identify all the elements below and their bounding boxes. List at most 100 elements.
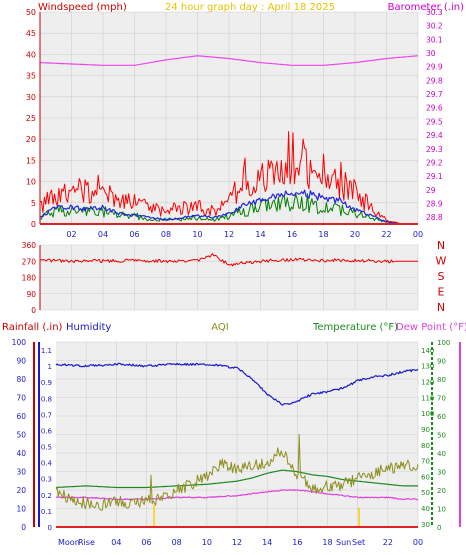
rainfall-y-tick-label: 0.5 bbox=[41, 444, 52, 452]
barometer-y-tick-label: 29.4 bbox=[426, 131, 443, 140]
dewpoint-y-tick-label: 60 bbox=[437, 413, 446, 421]
barometer-y-tick-label: 29.9 bbox=[426, 63, 443, 72]
rise-label: Rise bbox=[78, 538, 95, 547]
wind-y-tick-label: 10 bbox=[26, 178, 36, 187]
moon-label: Moon bbox=[58, 538, 80, 547]
humidity-y-tick-label: 40 bbox=[16, 449, 26, 458]
rainfall-y-tick-label: 1 bbox=[48, 363, 52, 371]
humidity-y-ticks: 0 10 20 30 40 50 60 70 80 90 100 bbox=[12, 338, 27, 532]
humidity-y-tick-label: 80 bbox=[16, 375, 26, 384]
humidity-axis-title: Humidity bbox=[66, 322, 111, 333]
direction-degree-label: 90 bbox=[26, 290, 36, 299]
rain-x-tick-label: 22 bbox=[383, 538, 393, 547]
compass-direction-label: N bbox=[437, 239, 445, 252]
dewpoint-y-tick-label: 70 bbox=[437, 395, 446, 403]
dewpoint-y-tick-label: 30 bbox=[437, 469, 446, 477]
dewpoint-y-tick-label: 80 bbox=[437, 376, 446, 384]
dewpoint-axis-title: Dew Point (°F) bbox=[396, 322, 466, 333]
wind-x-tick-label: 18 bbox=[318, 230, 328, 239]
barometer-y-tick-label: 28.8 bbox=[426, 213, 443, 222]
rain-x-tick-label: 10 bbox=[202, 538, 212, 547]
wind-baro-series bbox=[39, 55, 419, 225]
wind-y-tick-label: 0 bbox=[31, 220, 36, 229]
compass-direction-label: W bbox=[436, 255, 447, 268]
rain-x-tick-label: 04 bbox=[111, 538, 121, 547]
temperature-y-tick-label: 60 bbox=[421, 473, 430, 481]
rain-humidity-temp-grid bbox=[56, 341, 419, 528]
aqi-series-line bbox=[55, 434, 419, 511]
rainfall-y-tick-label: 0 bbox=[48, 524, 52, 532]
humidity-y-tick-label: 100 bbox=[12, 338, 27, 347]
barometer-y-ticks: 28.8 28.9 29 29.1 29.2 29.3 29.4 29.5 29.6 29.7 29… bbox=[426, 8, 443, 222]
wind-x-tick-label: 00 bbox=[413, 230, 423, 239]
wind-x-tick-label: 20 bbox=[350, 230, 360, 239]
barometer-y-tick-label: 30.1 bbox=[426, 35, 443, 44]
wind-x-tick-label: 02 bbox=[66, 230, 76, 239]
wind-x-tick-label: 08 bbox=[161, 230, 171, 239]
temperature-series-line bbox=[55, 469, 418, 489]
rain-x-tick-label: 16 bbox=[292, 538, 302, 547]
rainfall-y-tick-label: 1.1 bbox=[41, 347, 52, 355]
temperature-axis-title: Temperature (°F) bbox=[312, 322, 398, 333]
astronomy-markers bbox=[153, 504, 360, 527]
dewpoint-y-ticks: 0 10 20 30 40 50 60 70 80 90 100 bbox=[437, 339, 450, 532]
temperature-y-tick-label: 140 bbox=[421, 347, 434, 355]
humidity-y-tick-label: 0 bbox=[21, 523, 26, 532]
barometer-y-tick-label: 29.1 bbox=[426, 172, 443, 181]
wind-y-ticks: 0 5 10 15 20 25 30 35 40 45 50 bbox=[26, 8, 36, 229]
temperature-y-tick-label: 70 bbox=[421, 458, 430, 466]
wind-x-tick-label: 22 bbox=[381, 230, 391, 239]
temperature-y-tick-label: 90 bbox=[421, 426, 430, 434]
temperature-y-ticks: 30 40 50 60 70 80 90 100 110 120 130 140 bbox=[421, 347, 434, 529]
humidity-y-tick-label: 30 bbox=[16, 468, 26, 477]
direction-degree-ticks: 0 90 180 270 360 bbox=[22, 241, 37, 315]
humidity-y-tick-label: 70 bbox=[16, 394, 26, 403]
temperature-y-tick-label: 120 bbox=[421, 379, 434, 387]
wind-x-tick-label: 04 bbox=[98, 230, 108, 239]
direction-degree-label: 270 bbox=[22, 257, 37, 266]
barometer-y-tick-label: 29 bbox=[426, 186, 436, 195]
wind-y-tick-label: 15 bbox=[26, 156, 36, 165]
aqi-axis-title: AQI bbox=[211, 322, 229, 333]
wind-x-tick-label: 06 bbox=[129, 230, 139, 239]
temperature-y-tick-label: 50 bbox=[421, 489, 430, 497]
rainfall-y-ticks: 0 0.1 0.2 0.3 0.4 0.5 0.6 0.7 0.8 0.9 1 1.1 bbox=[41, 347, 53, 532]
wind-gust-series-line bbox=[39, 131, 418, 225]
wind-y-tick-label: 45 bbox=[26, 29, 36, 38]
rainfall-y-tick-label: 0.4 bbox=[41, 460, 53, 468]
wind-y-tick-label: 25 bbox=[26, 114, 36, 123]
dewpoint-y-tick-label: 50 bbox=[437, 432, 446, 440]
wind-x-tick-label: 16 bbox=[287, 230, 297, 239]
barometer-y-tick-label: 29.3 bbox=[426, 145, 443, 154]
wind-x-ticks: 02 04 06 08 10 12 14 16 18 20 22 00 bbox=[66, 230, 423, 239]
temperature-y-tick-label: 100 bbox=[421, 410, 434, 418]
sun-label: Sun bbox=[336, 538, 351, 547]
rainfall-y-tick-label: 0.9 bbox=[41, 379, 52, 387]
wind-baro-grid bbox=[40, 11, 419, 225]
dewpoint-series-line bbox=[56, 488, 419, 501]
rain-x-tick-label: 06 bbox=[141, 538, 151, 547]
barometer-y-tick-label: 29.5 bbox=[426, 117, 443, 126]
rain-x-tick-label: 14 bbox=[262, 538, 272, 547]
barometer-y-tick-label: 30.2 bbox=[426, 22, 443, 31]
wind-average-series-line bbox=[39, 189, 418, 225]
dewpoint-y-tick-label: 100 bbox=[437, 339, 450, 347]
wind-y-tick-label: 35 bbox=[26, 72, 36, 81]
barometer-y-tick-label: 29.6 bbox=[426, 104, 443, 113]
rain-x-tick-label: 00 bbox=[413, 538, 423, 547]
temperature-y-tick-label: 80 bbox=[421, 442, 430, 450]
wind-x-tick-label: 14 bbox=[255, 230, 265, 239]
humidity-y-tick-label: 50 bbox=[16, 431, 26, 440]
rain-x-tick-label: 08 bbox=[172, 538, 182, 547]
rainfall-axis-title: Rainfall (.in) bbox=[2, 322, 63, 333]
rainfall-y-tick-label: 0.2 bbox=[41, 492, 52, 500]
barometer-y-tick-label: 29.2 bbox=[426, 158, 443, 167]
windspeed-axis-title: Windspeed (mph) bbox=[38, 2, 127, 13]
rainfall-y-tick-label: 0.6 bbox=[41, 427, 53, 435]
humidity-y-tick-label: 90 bbox=[16, 357, 26, 366]
wind-direction-series bbox=[39, 253, 418, 267]
